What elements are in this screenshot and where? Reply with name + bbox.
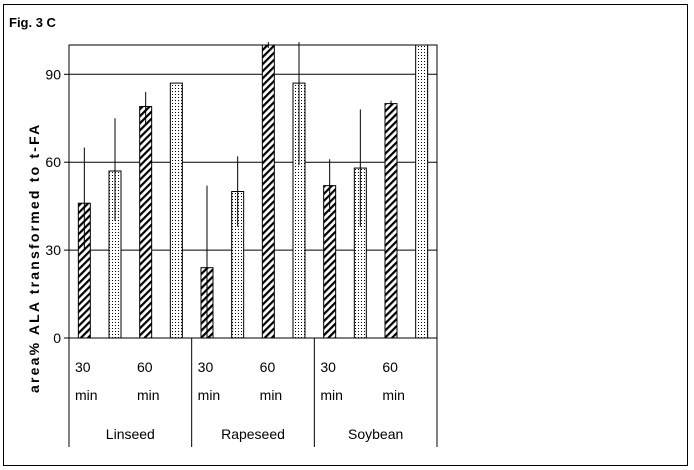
y-tick-label: 30 bbox=[45, 242, 61, 258]
plot-border bbox=[68, 44, 438, 339]
y-axis-label: area% ALA transformed to t-FA bbox=[26, 123, 42, 393]
x-time-unit: min bbox=[75, 387, 98, 403]
x-group-label: Rapeseed bbox=[221, 426, 285, 442]
y-ticks: 0 30 60 90 bbox=[45, 66, 69, 346]
y-tick-label: 60 bbox=[45, 154, 61, 170]
x-time-value: 60 bbox=[382, 359, 398, 375]
x-category-labels: 30 min 60 min Linseed 30 min 60 min Rapeseed 30 min… bbox=[68, 338, 438, 447]
bar-soybean-3 bbox=[384, 103, 398, 339]
bars bbox=[77, 44, 429, 339]
error-bars bbox=[83, 42, 392, 338]
x-time-unit: min bbox=[320, 387, 343, 403]
y-tick-label: 90 bbox=[45, 66, 61, 82]
x-time-value: 30 bbox=[75, 359, 91, 375]
plot-area bbox=[68, 44, 438, 339]
x-time-value: 60 bbox=[260, 359, 276, 375]
x-time-unit: min bbox=[137, 387, 160, 403]
x-time-value: 30 bbox=[198, 359, 214, 375]
outer-border bbox=[3, 4, 688, 466]
y-tick-label: 0 bbox=[53, 330, 61, 346]
x-time-value: 30 bbox=[320, 359, 336, 375]
bar-rapeseed-3 bbox=[261, 44, 275, 339]
x-time-unit: min bbox=[382, 387, 405, 403]
bar-linseed-3 bbox=[139, 106, 153, 339]
bar-linseed-4 bbox=[169, 82, 183, 339]
x-time-unit: min bbox=[260, 387, 283, 403]
x-time-unit: min bbox=[198, 387, 221, 403]
x-group-label: Linseed bbox=[106, 426, 155, 442]
gridlines bbox=[69, 73, 437, 251]
x-group-label: Soybean bbox=[348, 426, 403, 442]
x-time-value: 60 bbox=[137, 359, 153, 375]
bar-soybean-4 bbox=[415, 44, 429, 339]
figure-label: Fig. 3 C bbox=[9, 15, 57, 30]
